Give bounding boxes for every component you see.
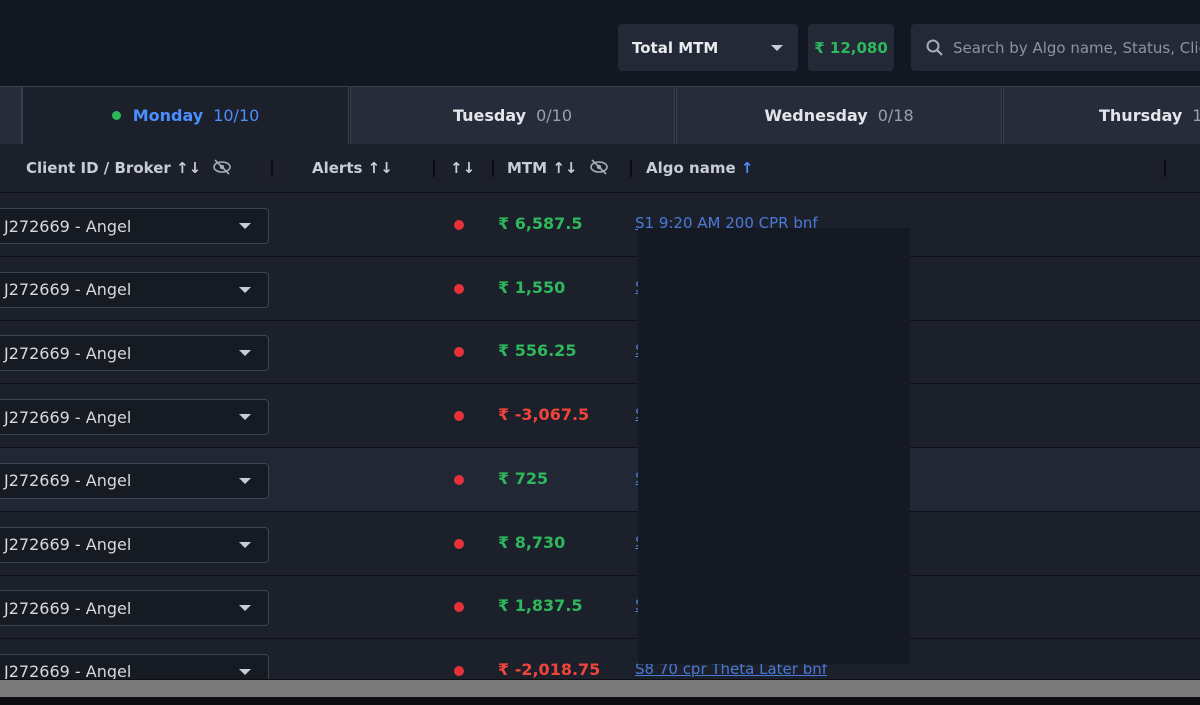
table-row: J272669 - Angel₹ 725S bbox=[0, 447, 1200, 512]
mtm-value: ₹ 556.25 bbox=[498, 341, 577, 361]
table-row: J272669 - Angel₹ 1,837.5S bbox=[0, 575, 1200, 640]
client-dropdown[interactable]: J272669 - Angel bbox=[0, 526, 269, 563]
mtm-value: ₹ 8,730 bbox=[498, 532, 566, 552]
tab-count: 10/10 bbox=[213, 106, 260, 125]
mtm-dropdown-label: Total MTM bbox=[632, 38, 719, 57]
status-dot bbox=[454, 283, 464, 294]
column-separator bbox=[630, 160, 632, 177]
sort-arrow: ↑ bbox=[740, 159, 754, 177]
search-placeholder: Search by Algo name, Status, Clie bbox=[953, 38, 1200, 57]
table-header: Client ID / Broker ↑↓ Alerts ↑↓ ↑↓ MTM ↑… bbox=[0, 144, 1200, 193]
column-separator bbox=[271, 160, 273, 177]
hide-icon[interactable] bbox=[589, 159, 609, 175]
hide-icon[interactable] bbox=[212, 159, 232, 175]
client-label: J272669 - Angel bbox=[4, 216, 132, 236]
status-dot bbox=[454, 411, 464, 422]
dropdown-caret bbox=[239, 605, 251, 612]
column-separator bbox=[1164, 160, 1166, 177]
client-label: J272669 - Angel bbox=[4, 535, 132, 554]
dropdown-caret bbox=[239, 541, 251, 548]
mtm-value: ₹ 725 bbox=[498, 468, 549, 488]
dropdown-caret bbox=[239, 350, 251, 357]
dropdown-caret bbox=[239, 223, 251, 229]
tab-count: 10 bbox=[1192, 106, 1200, 125]
tab-day: Tuesday bbox=[452, 106, 527, 125]
client-dropdown[interactable]: J272669 - Angel bbox=[0, 208, 269, 244]
mtm-value: ₹ 6,587.5 bbox=[498, 214, 583, 233]
dropdown-caret bbox=[239, 414, 251, 421]
column-header: Alerts ↑↓ bbox=[312, 159, 393, 177]
dropdown-caret bbox=[239, 477, 251, 484]
table-row: J272669 - Angel₹ 8,730S bbox=[0, 512, 1200, 576]
dropdown-caret bbox=[771, 45, 783, 51]
status-dot bbox=[454, 220, 464, 230]
column-title: Client ID / Broker bbox=[26, 159, 171, 177]
dropdown-caret bbox=[239, 668, 251, 675]
mtm-value: ₹ -3,067.5 bbox=[498, 405, 590, 425]
mtm-value: ₹ 1,837.5 bbox=[498, 596, 583, 616]
column-separator bbox=[433, 160, 435, 177]
redaction-overlay bbox=[638, 228, 910, 664]
status-dot bbox=[454, 538, 464, 549]
client-dropdown[interactable]: J272669 - Angel bbox=[0, 335, 269, 372]
search-box[interactable]: Search by Algo name, Status, Clie bbox=[911, 24, 1200, 71]
algo-link[interactable]: S8 70 cpr Theta Later bnf bbox=[635, 659, 828, 678]
status-dot bbox=[454, 665, 464, 676]
status-dot bbox=[454, 347, 464, 358]
dropdown-caret bbox=[239, 286, 251, 293]
status-dot bbox=[454, 474, 464, 485]
day-tab[interactable]: Wednesday 0/18 bbox=[676, 86, 1002, 144]
client-label: J272669 - Angel bbox=[4, 407, 132, 427]
total-mtm: ₹ 12,080 bbox=[808, 24, 894, 71]
mtm-value: ₹ 1,550 bbox=[498, 277, 566, 297]
client-dropdown[interactable]: J272669 - Angel bbox=[0, 399, 269, 436]
status-dot bbox=[111, 111, 121, 120]
table-row: J272669 - Angel₹ -3,067.5S bbox=[0, 384, 1200, 449]
tab-count: 0/10 bbox=[536, 106, 573, 125]
column-header: Client ID / Broker ↑↓ bbox=[26, 159, 232, 177]
tab[interactable] bbox=[0, 86, 22, 144]
status-dot bbox=[454, 602, 464, 613]
tab-day: Monday bbox=[132, 106, 204, 125]
client-dropdown[interactable]: J272669 - Angel bbox=[0, 590, 269, 627]
table-row: J272669 - Angel₹ 556.25S bbox=[0, 320, 1200, 385]
client-label: J272669 - Angel bbox=[4, 343, 132, 363]
search-icon bbox=[926, 39, 943, 56]
column-title: MTM bbox=[507, 159, 548, 177]
tab-day: Wednesday bbox=[764, 106, 868, 125]
column-header: MTM ↑↓ bbox=[507, 159, 609, 177]
algo-link[interactable]: S1 9:20 AM 200 CPR bnf bbox=[635, 214, 818, 232]
column-title: Algo name bbox=[646, 159, 736, 177]
column-title: Alerts bbox=[312, 159, 363, 177]
mtm-dropdown[interactable]: Total MTM bbox=[618, 24, 798, 71]
client-label: J272669 - Angel bbox=[4, 280, 132, 300]
column-header: Algo name ↑ bbox=[646, 159, 753, 177]
day-tab[interactable]: Monday 10/10 bbox=[22, 86, 349, 144]
column-separator bbox=[492, 160, 494, 177]
day-tab[interactable]: Thursday 10 bbox=[1003, 86, 1200, 144]
mtm-value: ₹ -2,018.75 bbox=[498, 659, 601, 679]
tab-count: 0/18 bbox=[877, 106, 914, 125]
client-dropdown[interactable]: J272669 - Angel bbox=[0, 271, 269, 308]
table-row: J272669 - Angel₹ 1,550S bbox=[0, 257, 1200, 321]
client-label: J272669 - Angel bbox=[4, 662, 132, 682]
day-tab[interactable]: Tuesday 0/10 bbox=[350, 86, 675, 144]
sort-arrows[interactable]: ↑↓ bbox=[450, 159, 476, 177]
tab-day: Thursday bbox=[1099, 106, 1183, 125]
client-dropdown[interactable]: J272669 - Angel bbox=[0, 462, 269, 499]
scrollbar-thumb[interactable] bbox=[0, 680, 1200, 697]
client-label: J272669 - Angel bbox=[4, 598, 132, 618]
client-label: J272669 - Angel bbox=[4, 471, 132, 491]
table-row: J272669 - Angel ₹ 6,587.5 S1 9:20 AM 200 C… bbox=[0, 193, 1200, 257]
